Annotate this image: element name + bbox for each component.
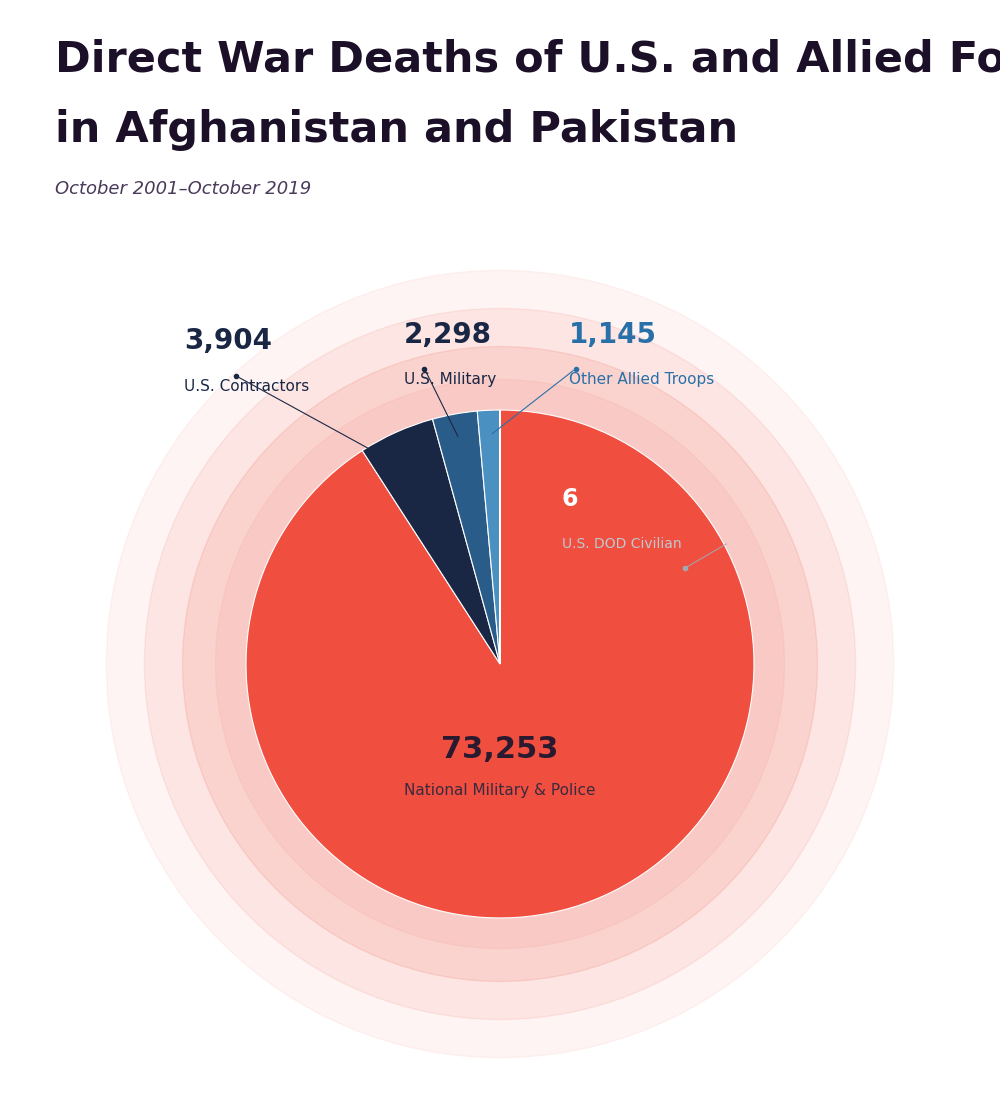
Text: 6: 6 bbox=[562, 487, 578, 512]
Text: 1,145: 1,145 bbox=[569, 320, 657, 349]
Text: in Afghanistan and Pakistan: in Afghanistan and Pakistan bbox=[55, 109, 738, 151]
Text: U.S. Military: U.S. Military bbox=[404, 372, 496, 387]
Circle shape bbox=[144, 308, 856, 1020]
Circle shape bbox=[183, 346, 817, 982]
Wedge shape bbox=[477, 410, 500, 663]
Text: October 2001–October 2019: October 2001–October 2019 bbox=[55, 180, 311, 198]
Wedge shape bbox=[362, 419, 500, 663]
Circle shape bbox=[216, 379, 784, 949]
Text: 3,904: 3,904 bbox=[184, 328, 272, 355]
Text: Other Allied Troops: Other Allied Troops bbox=[569, 372, 714, 387]
Text: 73,253: 73,253 bbox=[441, 736, 559, 764]
Text: National Military & Police: National Military & Police bbox=[404, 784, 596, 799]
Text: 2,298: 2,298 bbox=[404, 320, 492, 349]
Circle shape bbox=[106, 270, 894, 1058]
Text: Direct War Deaths of U.S. and Allied Forces: Direct War Deaths of U.S. and Allied For… bbox=[55, 38, 1000, 80]
Text: U.S. Contractors: U.S. Contractors bbox=[184, 378, 310, 393]
Text: U.S. DOD Civilian: U.S. DOD Civilian bbox=[562, 537, 681, 551]
Wedge shape bbox=[246, 410, 754, 918]
Wedge shape bbox=[433, 411, 500, 663]
